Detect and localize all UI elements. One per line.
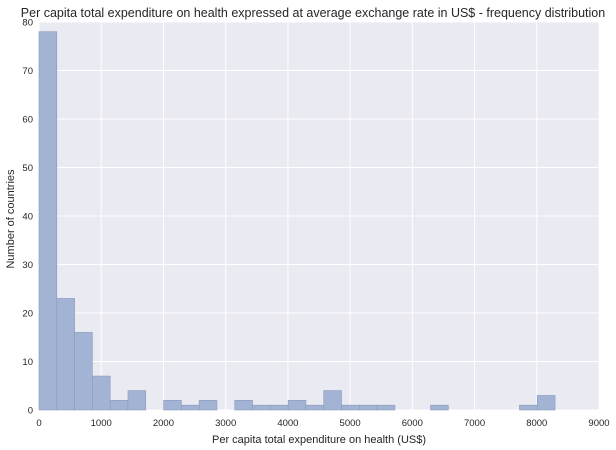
histogram-bar — [536, 395, 556, 411]
histogram-bar — [305, 404, 325, 411]
histogram-bar — [519, 404, 538, 411]
y-tick-label: 20 — [22, 309, 33, 320]
y-tick-label: 40 — [22, 212, 33, 223]
x-tick-label: 7000 — [464, 418, 485, 429]
histogram-bar — [92, 375, 111, 411]
x-tick-label: 6000 — [402, 418, 423, 429]
histogram-bar — [287, 399, 307, 411]
histogram-bar — [163, 399, 182, 411]
y-tick-label: 30 — [22, 260, 33, 271]
y-axis-label: Number of countries — [5, 169, 17, 269]
histogram-bar — [270, 404, 289, 411]
x-tick-label: 1000 — [91, 418, 112, 429]
y-tick-label: 50 — [22, 163, 33, 174]
histogram-bar — [109, 399, 129, 411]
y-tick-label: 70 — [22, 66, 33, 77]
y-tick-label: 10 — [22, 357, 33, 368]
y-tick-label: 0 — [28, 406, 33, 417]
histogram-bar — [127, 390, 147, 411]
x-tick-label: 8000 — [526, 418, 547, 429]
x-axis-label: Per capita total expenditure on health (… — [212, 434, 426, 446]
histogram-bar — [198, 399, 218, 411]
x-tick-label: 2000 — [153, 418, 174, 429]
histogram-bar — [359, 404, 378, 411]
x-axis-ticks: 0 1000 2000 3000 4000 5000 6000 7000 8000 9000 — [36, 418, 609, 429]
histogram-bar — [323, 390, 342, 411]
y-axis-ticks: 0 10 20 30 40 50 60 70 80 — [22, 18, 33, 417]
histogram-bar — [181, 404, 200, 411]
x-tick-label: 4000 — [277, 418, 298, 429]
y-tick-label: 60 — [22, 115, 33, 126]
x-tick-label: 5000 — [340, 418, 361, 429]
histogram-bar — [430, 404, 449, 411]
chart-title: Per capita total expenditure on health e… — [21, 6, 605, 20]
histogram-bar — [56, 298, 75, 411]
x-tick-label: 0 — [36, 418, 41, 429]
histogram-bar — [234, 399, 253, 411]
x-tick-label: 9000 — [588, 418, 609, 429]
bars — [38, 31, 556, 411]
histogram-bar — [252, 404, 271, 411]
y-tick-label: 80 — [22, 18, 33, 29]
histogram-bar — [376, 404, 396, 411]
histogram-bar — [74, 332, 93, 411]
histogram-bar — [341, 404, 360, 411]
histogram-bar — [38, 31, 58, 411]
x-tick-label: 3000 — [215, 418, 236, 429]
